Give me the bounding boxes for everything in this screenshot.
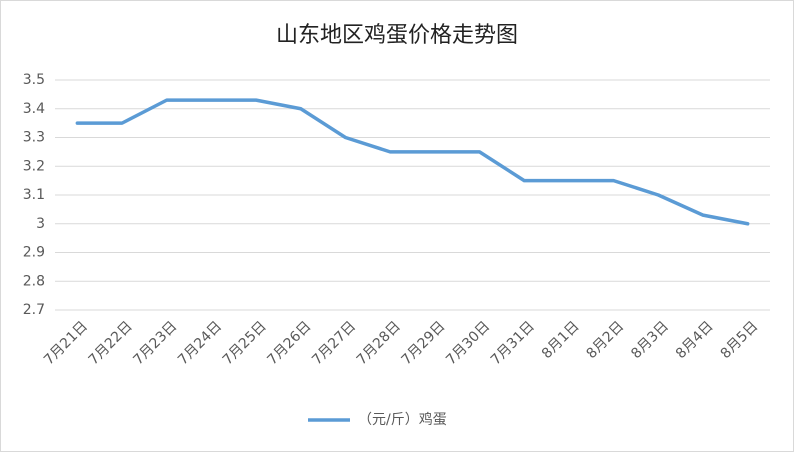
legend-label: （元/斤）鸡蛋 — [358, 411, 447, 428]
y-tick-label: 3 — [36, 216, 45, 232]
y-tick-label: 3.2 — [23, 158, 45, 174]
y-tick-label: 2.9 — [23, 245, 45, 261]
y-tick-label: 3.1 — [23, 187, 45, 203]
y-tick-label: 3.4 — [23, 101, 45, 117]
y-tick-label: 2.8 — [23, 273, 45, 289]
chart-title: 山东地区鸡蛋价格走势图 — [276, 23, 518, 48]
y-tick-label: 2.7 — [23, 302, 45, 318]
line-series — [75, 98, 750, 226]
y-tick-label: 3.3 — [23, 130, 45, 146]
y-tick-label: 3.5 — [23, 72, 45, 88]
